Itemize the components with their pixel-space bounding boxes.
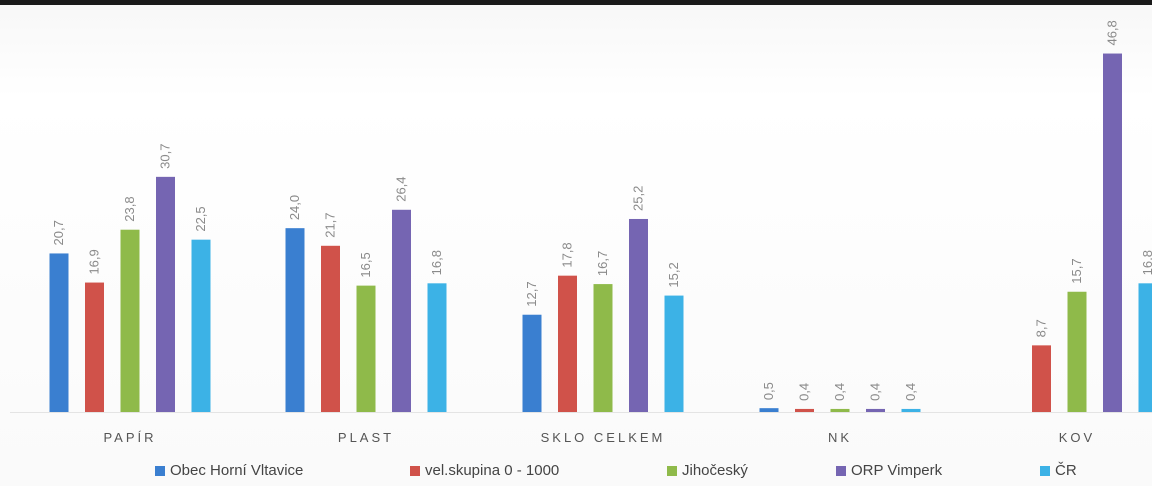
category-label-0: PAPÍR — [103, 430, 156, 445]
data-label-3-3: 0,4 — [868, 383, 883, 401]
data-label-0-2: 23,8 — [122, 196, 137, 221]
data-label-0-3: 30,7 — [158, 144, 173, 169]
data-label-0-0: 20,7 — [51, 220, 66, 245]
bar-0-2 — [120, 229, 140, 412]
legend-item: ORP Vimperk — [836, 462, 942, 479]
bar-4-4 — [1138, 283, 1152, 412]
data-label-4-2: 15,7 — [1069, 258, 1084, 283]
legend-swatch — [410, 465, 420, 476]
legend-swatch — [155, 465, 165, 476]
data-label-1-2: 16,5 — [358, 252, 373, 277]
data-label-0-4: 22,5 — [193, 206, 208, 231]
legend-item: ČR — [1040, 462, 1077, 479]
bar-4-1 — [1032, 345, 1051, 412]
bar-2-0 — [522, 314, 542, 412]
bar-2-2 — [593, 284, 613, 412]
top-border — [0, 0, 1152, 5]
data-label-3-1: 0,4 — [797, 383, 812, 401]
category-label-4: KOV — [1059, 430, 1095, 445]
data-label-2-2: 16,7 — [595, 251, 610, 276]
legend-item: vel.skupina 0 - 1000 — [410, 462, 559, 479]
bars-layer — [49, 53, 1152, 412]
data-label-2-1: 17,8 — [560, 242, 575, 267]
data-label-3-4: 0,4 — [903, 383, 918, 401]
bar-3-2 — [830, 408, 850, 412]
legend-swatch — [836, 465, 846, 476]
bar-2-3 — [629, 218, 648, 412]
legend: Obec Horní Vltavice vel.skupina 0 - 1000 J… — [0, 460, 1152, 484]
legend-item: Jihočeský — [667, 462, 748, 479]
legend-label: vel.skupina 0 - 1000 — [425, 462, 560, 479]
bar-0-4 — [191, 239, 211, 412]
bar-1-0 — [285, 228, 305, 412]
labels-layer: 20,7 16,9 23,8 30,7 22,5 PAPÍR 24,0 21,7 16,5 26,… — [51, 20, 1152, 445]
bar-0-1 — [85, 282, 104, 412]
legend-label: ORP Vimperk — [851, 462, 943, 479]
data-label-0-1: 16,9 — [87, 249, 102, 274]
bar-2-1 — [558, 275, 577, 412]
bar-1-2 — [356, 285, 376, 412]
bar-4-2 — [1067, 291, 1087, 412]
data-label-4-3: 46,8 — [1105, 20, 1120, 45]
bar-3-0 — [759, 408, 779, 412]
data-label-4-1: 8,7 — [1034, 319, 1049, 337]
bar-3-4 — [901, 408, 921, 412]
bar-0-3 — [156, 176, 175, 412]
category-label-3: NK — [828, 430, 852, 445]
data-label-4-4: 16,8 — [1140, 250, 1152, 275]
legend-label: Jihočeský — [682, 462, 748, 479]
data-label-3-0: 0,5 — [761, 382, 776, 400]
legend-swatch — [1040, 465, 1050, 476]
bar-3-1 — [795, 408, 814, 412]
category-label-2: SKLO CELKEM — [541, 430, 666, 445]
data-label-1-4: 16,8 — [429, 250, 444, 275]
bar-2-4 — [664, 295, 684, 412]
category-label-1: PLAST — [338, 430, 394, 445]
data-label-3-2: 0,4 — [832, 383, 847, 401]
legend-item: Obec Horní Vltavice — [155, 462, 303, 479]
data-label-2-4: 15,2 — [666, 262, 681, 287]
data-label-2-3: 25,2 — [631, 186, 646, 211]
legend-label: Obec Horní Vltavice — [170, 462, 304, 479]
data-label-2-0: 12,7 — [524, 281, 539, 306]
bar-0-0 — [49, 253, 69, 412]
bar-3-3 — [866, 408, 885, 412]
bar-1-3 — [392, 209, 411, 412]
bar-chart: 20,7 16,9 23,8 30,7 22,5 PAPÍR 24,0 21,7 16,5 26,… — [10, 20, 1152, 445]
bar-1-1 — [321, 245, 340, 412]
data-label-1-0: 24,0 — [287, 195, 302, 220]
legend-label: ČR — [1055, 462, 1077, 479]
bar-1-4 — [427, 283, 447, 412]
legend-swatch — [667, 465, 677, 476]
data-label-1-1: 21,7 — [323, 212, 338, 237]
bar-4-3 — [1103, 53, 1122, 412]
data-label-1-3: 26,4 — [394, 176, 409, 201]
